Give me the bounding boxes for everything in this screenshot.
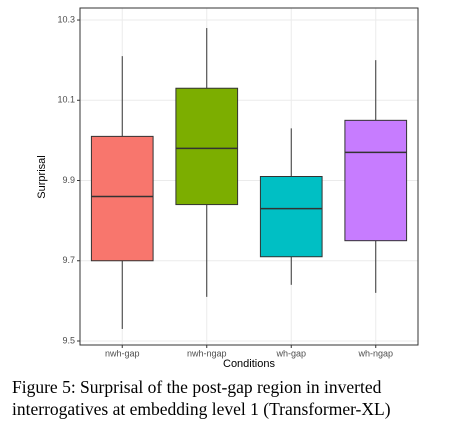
x-tick-label: wh-gap: [275, 348, 306, 358]
y-tick-label: 9.9: [62, 175, 75, 185]
plot-border: [79, 7, 419, 346]
y-tick-label: 9.7: [62, 255, 75, 265]
box: [344, 119, 408, 242]
y-tick-label: 10.3: [57, 14, 75, 24]
x-tick-label: nwh-ngap: [187, 348, 227, 358]
y-tick-label: 9.5: [62, 335, 75, 345]
box: [175, 87, 239, 206]
x-tick-label: wh-ngap: [357, 348, 393, 358]
y-tick-label: 10.1: [57, 95, 75, 105]
chart: Surprisal Conditions 9.5 9.7 9.9 10.1 10.3 nw…: [36, 7, 419, 370]
x-tick-label: nwh-gap: [105, 348, 140, 358]
box: [259, 176, 323, 258]
y-axis-label: Surprisal: [36, 155, 48, 198]
box: [90, 135, 154, 262]
caption: Figure 5: Surprisal of the post-gap regi…: [12, 377, 391, 419]
x-axis-label: Conditions: [223, 358, 275, 370]
